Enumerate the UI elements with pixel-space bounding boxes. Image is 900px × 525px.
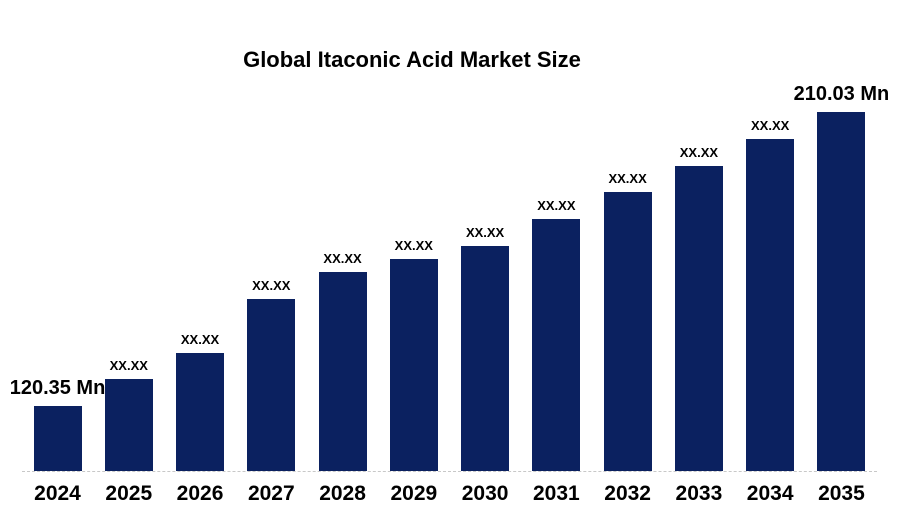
- x-axis-label-2030: 2030: [461, 482, 509, 505]
- bar-2026: [176, 353, 225, 471]
- bar-value-label-2028: XX.XX: [323, 250, 362, 266]
- x-axis-label-2029: 2029: [390, 482, 438, 505]
- bar-column-2032: XX.XX: [592, 170, 663, 471]
- bar-2034: [746, 139, 795, 471]
- bar-column-2030: XX.XX: [450, 224, 521, 471]
- plot-area: 120.35 Mn XX.XX XX.XX XX.XX XX.XX XX.XX XX.XX X…: [10, 83, 889, 472]
- bar-2031: [532, 219, 581, 471]
- bar-value-label-2026: XX.XX: [180, 331, 220, 347]
- x-axis-label-2033: 2033: [675, 482, 723, 505]
- x-axis-label-2035: 2035: [818, 482, 865, 505]
- x-axis: 2024 2025 2026 2027 2028 2029 2030 2031 2032 2033…: [22, 472, 877, 506]
- bar-value-label-2024: 120.35 Mn: [9, 377, 106, 399]
- x-axis-label-2027: 2027: [247, 482, 295, 505]
- bar-column-2027: XX.XX: [236, 277, 307, 471]
- bar-2032: [603, 192, 652, 471]
- x-axis-label-2031: 2031: [533, 482, 580, 505]
- bar-value-label-2035: 210.03 Mn: [793, 83, 890, 105]
- bar-column-2025: XX.XX: [93, 357, 164, 471]
- bar-column-2024: 120.35 Mn: [10, 377, 105, 471]
- bar-2030: [461, 246, 510, 471]
- bar-2024: [33, 406, 82, 471]
- bar-value-label-2029: XX.XX: [394, 237, 433, 253]
- bar-column-2026: XX.XX: [165, 331, 236, 471]
- bar-value-label-2030: XX.XX: [465, 224, 505, 240]
- bar-2033: [674, 166, 723, 471]
- x-axis-label-2034: 2034: [746, 482, 794, 505]
- bar-value-label-2033: XX.XX: [679, 144, 719, 160]
- x-axis-label-2028: 2028: [319, 482, 366, 505]
- bar-value-label-2025: XX.XX: [109, 357, 148, 373]
- bar-column-2031: XX.XX: [521, 197, 592, 471]
- bar-value-label-2034: XX.XX: [751, 117, 790, 133]
- x-axis-label-2032: 2032: [604, 482, 651, 505]
- bar-2027: [247, 299, 296, 471]
- bar-2029: [389, 259, 438, 471]
- bar-value-label-2031: XX.XX: [537, 197, 576, 213]
- x-axis-label-2025: 2025: [105, 482, 153, 505]
- bar-value-label-2027: XX.XX: [252, 277, 291, 293]
- x-axis-label-2026: 2026: [176, 482, 224, 505]
- bar-column-2035: 210.03 Mn: [794, 83, 889, 471]
- bar-2028: [318, 272, 367, 471]
- bar-2035: [817, 112, 866, 471]
- bar-column-2029: XX.XX: [378, 237, 449, 471]
- bar-2025: [104, 379, 153, 471]
- bar-column-2034: XX.XX: [735, 117, 806, 471]
- x-axis-label-2024: 2024: [34, 482, 81, 505]
- bar-column-2033: XX.XX: [663, 144, 734, 471]
- bar-value-label-2032: XX.XX: [608, 170, 647, 186]
- chart-title: Global Itaconic Acid Market Size: [243, 47, 581, 72]
- bar-column-2028: XX.XX: [307, 250, 378, 471]
